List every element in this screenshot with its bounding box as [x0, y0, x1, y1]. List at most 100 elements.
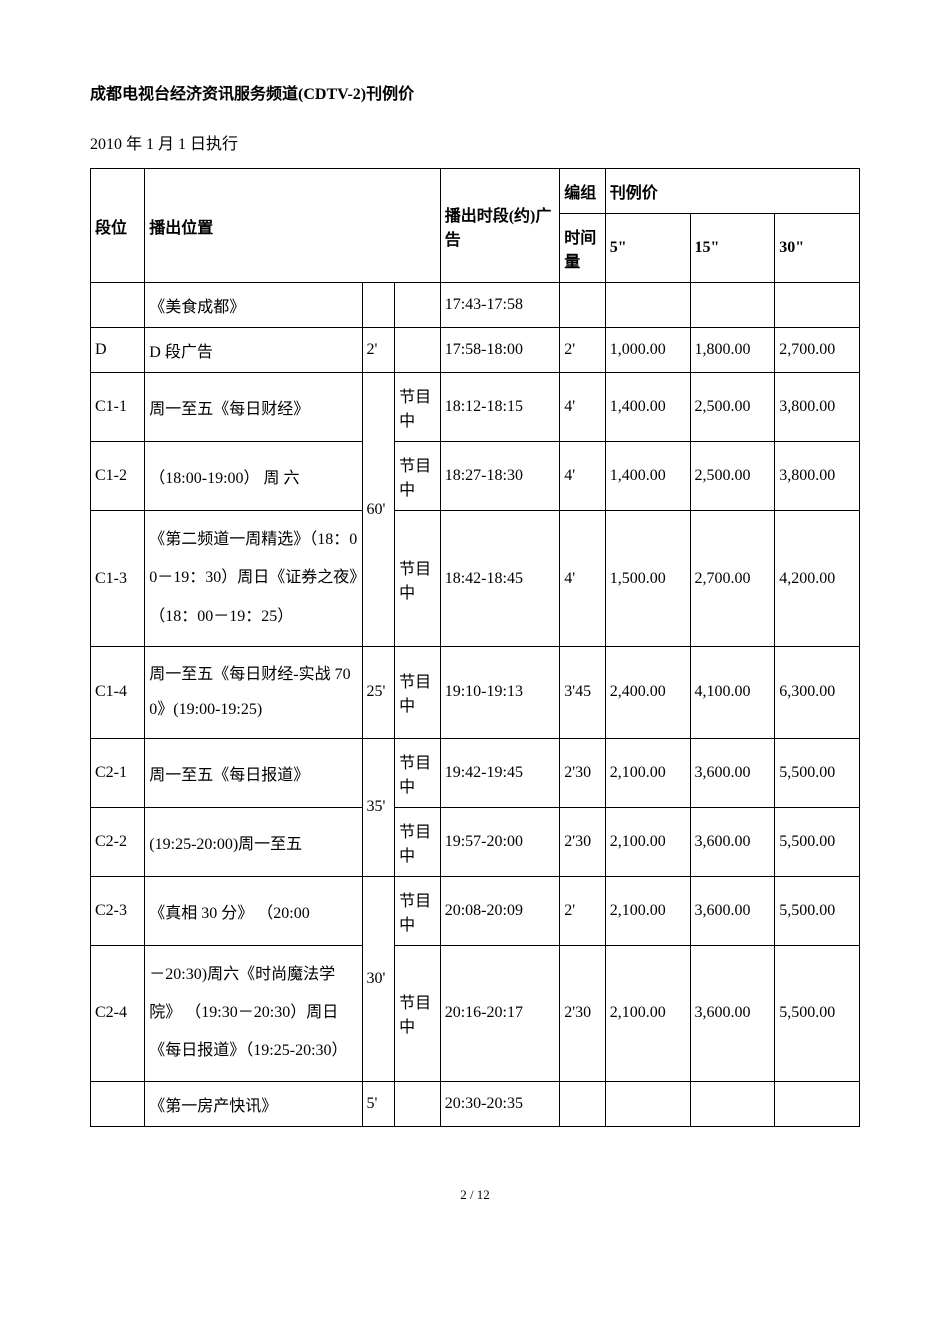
table-row: C1-3 《第二频道一周精选》（18：00－19：30）周日《证券之夜》（18：… [91, 511, 860, 647]
cell-p30: 2,700.00 [775, 328, 860, 373]
cell-p5: 2,400.00 [605, 647, 690, 738]
cell-p30: 5,500.00 [775, 876, 860, 945]
cell-mid [395, 283, 441, 328]
table-row: C2-4 －20:30)周六《时尚魔法学院》 （19:30－20:30）周日《每… [91, 945, 860, 1081]
cell-prog: 周一至五《每日财经-实战 700》(19:00-19:25) [145, 647, 362, 738]
cell-mid: 节目中 [395, 945, 441, 1081]
hdr-rate: 刊例价 [605, 169, 859, 214]
cell-p30: 3,800.00 [775, 442, 860, 511]
cell-mid: 节目中 [395, 511, 441, 647]
cell-p15: 2,700.00 [690, 511, 775, 647]
cell-p5: 2,100.00 [605, 945, 690, 1081]
cell-mid: 节目中 [395, 373, 441, 442]
table-row: C1-1 周一至五《每日财经》 60' 节目中 18:12-18:15 4' 1… [91, 373, 860, 442]
cell-prog: (19:25-20:00)周一至五 [145, 807, 362, 876]
cell-time: 20:16-20:17 [440, 945, 559, 1081]
cell-p30: 3,800.00 [775, 373, 860, 442]
cell-adlen: 4' [560, 442, 606, 511]
cell-dur: 35' [362, 738, 395, 876]
hdr-time-label: 播出时段(约) [445, 208, 536, 225]
cell-seg: C1-2 [91, 442, 145, 511]
cell-mid: 节目中 [395, 876, 441, 945]
cell-p5 [605, 1081, 690, 1126]
cell-seg [91, 283, 145, 328]
hdr-segment: 段位 [91, 169, 145, 283]
cell-time: 20:08-20:09 [440, 876, 559, 945]
cell-prog: 《第二频道一周精选》（18：00－19：30）周日《证券之夜》（18：00－19… [145, 511, 362, 647]
cell-dur: 30' [362, 876, 395, 1081]
page-number: 2 / 12 [90, 1187, 860, 1203]
cell-dur: 25' [362, 647, 395, 738]
rate-card-table: 段位 播出位置 播出时段(约)广告 编组 刊例价 时间量 5" 15" 30" … [90, 168, 860, 1127]
hdr-p30: 30" [775, 214, 860, 283]
cell-seg: C2-3 [91, 876, 145, 945]
hdr-adlen: 时间量 [560, 214, 606, 283]
cell-dur: 2' [362, 328, 395, 373]
cell-time: 20:30-20:35 [440, 1081, 559, 1126]
hdr-p5: 5" [605, 214, 690, 283]
cell-adlen: 2' [560, 876, 606, 945]
cell-seg [91, 1081, 145, 1126]
cell-p5: 2,100.00 [605, 876, 690, 945]
cell-prog: 周一至五《每日报道》 [145, 738, 362, 807]
cell-p5: 1,500.00 [605, 511, 690, 647]
cell-seg: C1-3 [91, 511, 145, 647]
cell-p15: 1,800.00 [690, 328, 775, 373]
cell-p15: 3,600.00 [690, 876, 775, 945]
table-row: 《第一房产快讯》 5' 20:30-20:35 [91, 1081, 860, 1126]
page-title: 成都电视台经济资讯服务频道(CDTV-2)刊例价 [90, 80, 860, 104]
table-row: 《美食成都》 17:43-17:58 [91, 283, 860, 328]
hdr-p15: 15" [690, 214, 775, 283]
cell-adlen: 3'45 [560, 647, 606, 738]
cell-mid: 节目中 [395, 442, 441, 511]
cell-adlen: 4' [560, 373, 606, 442]
cell-p15 [690, 1081, 775, 1126]
cell-p5 [605, 283, 690, 328]
cell-seg: C2-4 [91, 945, 145, 1081]
cell-p15: 3,600.00 [690, 807, 775, 876]
cell-p30: 5,500.00 [775, 945, 860, 1081]
cell-p5: 2,100.00 [605, 738, 690, 807]
table-row: C1-4 周一至五《每日财经-实战 700》(19:00-19:25) 25' … [91, 647, 860, 738]
cell-time: 18:42-18:45 [440, 511, 559, 647]
cell-p5: 1,400.00 [605, 373, 690, 442]
cell-adlen [560, 283, 606, 328]
cell-time: 19:57-20:00 [440, 807, 559, 876]
cell-p5: 2,100.00 [605, 807, 690, 876]
cell-time: 18:27-18:30 [440, 442, 559, 511]
cell-p15: 2,500.00 [690, 442, 775, 511]
cell-time: 19:10-19:13 [440, 647, 559, 738]
cell-prog: －20:30)周六《时尚魔法学院》 （19:30－20:30）周日《每日报道》（… [145, 945, 362, 1081]
cell-p30: 5,500.00 [775, 807, 860, 876]
hdr-group: 编组 [560, 169, 606, 214]
cell-prog: 周一至五《每日财经》 [145, 373, 362, 442]
cell-dur: 60' [362, 373, 395, 647]
cell-prog: 《真相 30 分》 （20:00 [145, 876, 362, 945]
cell-seg: C1-4 [91, 647, 145, 738]
table-header-row: 段位 播出位置 播出时段(约)广告 编组 刊例价 [91, 169, 860, 214]
cell-p30: 5,500.00 [775, 738, 860, 807]
table-row: C1-2 （18:00-19:00） 周 六 节目中 18:27-18:30 4… [91, 442, 860, 511]
effective-date: 2010 年 1 月 1 日执行 [90, 130, 860, 154]
cell-p15 [690, 283, 775, 328]
cell-dur [362, 283, 395, 328]
cell-adlen: 4' [560, 511, 606, 647]
cell-adlen: 2'30 [560, 945, 606, 1081]
cell-adlen: 2' [560, 328, 606, 373]
cell-mid [395, 1081, 441, 1126]
hdr-time: 播出时段(约)广告 [440, 169, 559, 283]
cell-p5: 1,400.00 [605, 442, 690, 511]
cell-adlen: 2'30 [560, 807, 606, 876]
cell-p30 [775, 283, 860, 328]
cell-p5: 1,000.00 [605, 328, 690, 373]
cell-time: 19:42-19:45 [440, 738, 559, 807]
cell-adlen: 2'30 [560, 738, 606, 807]
cell-mid: 节目中 [395, 807, 441, 876]
table-row: C2-3 《真相 30 分》 （20:00 30' 节目中 20:08-20:0… [91, 876, 860, 945]
cell-p15: 3,600.00 [690, 738, 775, 807]
cell-mid [395, 328, 441, 373]
cell-prog: 《美食成都》 [145, 283, 362, 328]
cell-dur: 5' [362, 1081, 395, 1126]
cell-mid: 节目中 [395, 738, 441, 807]
cell-seg: D [91, 328, 145, 373]
